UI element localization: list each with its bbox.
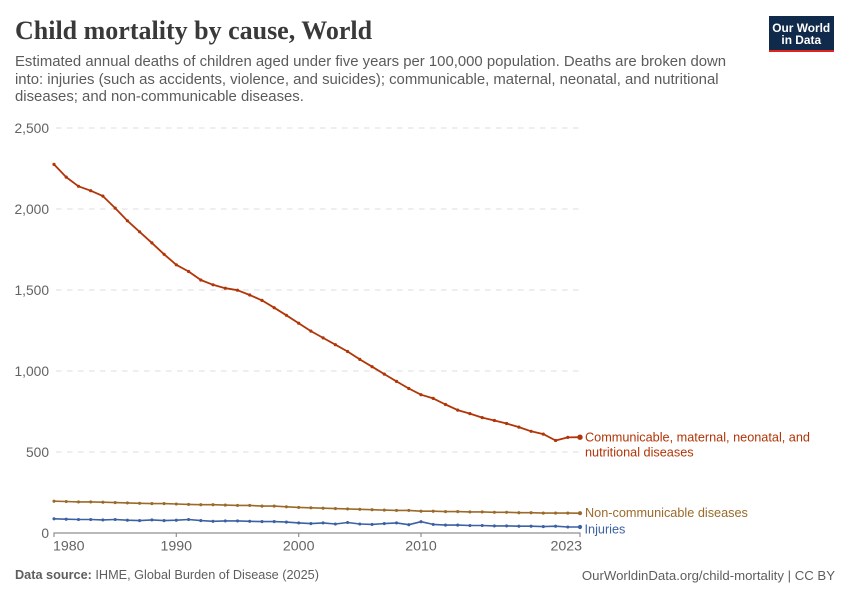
svg-text:500: 500 (26, 445, 49, 460)
svg-text:nutritional diseases: nutritional diseases (585, 446, 694, 460)
svg-text:2023: 2023 (550, 539, 582, 555)
svg-text:Injuries: Injuries (585, 523, 626, 537)
svg-text:2000: 2000 (283, 539, 315, 555)
svg-text:Non-communicable diseases: Non-communicable diseases (585, 506, 748, 520)
svg-text:2010: 2010 (405, 539, 437, 555)
svg-text:1,500: 1,500 (14, 283, 49, 298)
svg-text:1,000: 1,000 (14, 364, 49, 379)
svg-text:1980: 1980 (53, 539, 85, 555)
svg-text:Communicable, maternal, neonat: Communicable, maternal, neonatal, and (585, 431, 810, 445)
svg-text:0: 0 (41, 526, 49, 541)
svg-text:1990: 1990 (161, 539, 193, 555)
svg-text:2,000: 2,000 (14, 202, 49, 217)
svg-text:2,500: 2,500 (14, 121, 49, 136)
